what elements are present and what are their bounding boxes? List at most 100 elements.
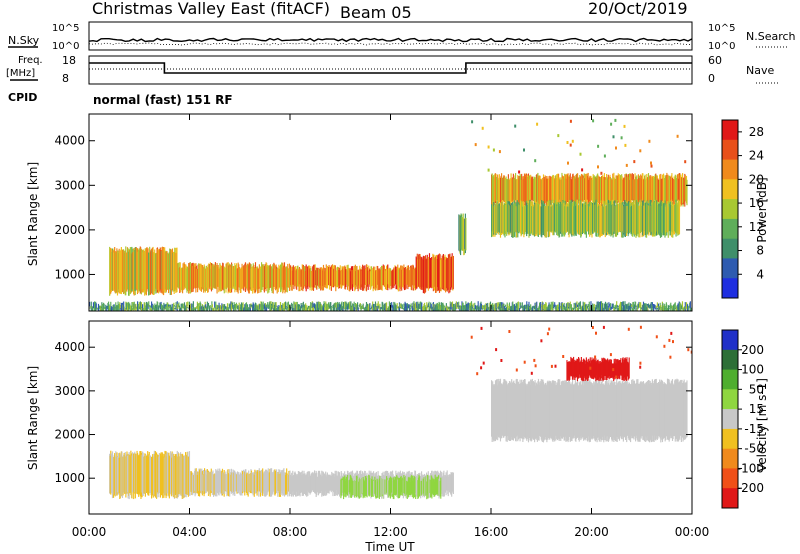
power-cell (400, 307, 402, 309)
power-cell (669, 307, 671, 309)
velocity-speckle (639, 325, 642, 329)
power-cell (410, 303, 412, 308)
power-cell (312, 264, 315, 291)
power-cell (216, 304, 218, 311)
power-cell (194, 307, 196, 311)
power-cell (405, 267, 407, 290)
power-cell (161, 303, 163, 310)
power-cell (310, 306, 312, 309)
velocity-cell (110, 450, 112, 495)
power-cell (677, 202, 679, 236)
power-cell (155, 252, 157, 293)
power-cell (263, 266, 265, 293)
power-cell (650, 303, 652, 309)
velocity-cell (598, 361, 600, 381)
power-cell (547, 201, 549, 232)
velocity-colorbar-tick-label: 200 (741, 343, 764, 357)
power-cell (170, 306, 172, 311)
velocity-cell (416, 475, 418, 497)
power-cell (576, 199, 578, 232)
power-cell (368, 268, 370, 285)
power-cell (266, 266, 268, 289)
velocity-cell (418, 474, 420, 494)
velocity-cell (127, 453, 129, 499)
power-cell (312, 270, 314, 290)
power-cell (344, 307, 346, 311)
power-cell (150, 308, 152, 311)
power-cell (315, 270, 317, 286)
power-cell (655, 308, 657, 310)
power-cell (522, 305, 524, 311)
velocity-cell (492, 381, 494, 439)
power-cell (299, 268, 301, 292)
power-cell (608, 202, 610, 236)
power-cell (487, 307, 489, 310)
velocity-cell (547, 380, 549, 440)
velocity-cell (373, 481, 375, 496)
power-cell (120, 249, 122, 294)
velocity-cell (180, 452, 182, 494)
power-cell (617, 204, 619, 235)
power-cell (580, 306, 583, 311)
velocity-cell (641, 381, 643, 437)
power-cell (470, 305, 472, 311)
velocity-cell (395, 480, 397, 495)
power-cell (180, 268, 182, 290)
power-cell (494, 173, 497, 203)
velocity-cell (622, 381, 624, 437)
velocity-cell (614, 382, 616, 439)
power-cell (144, 302, 146, 311)
power-cell (530, 200, 532, 234)
power-cell (273, 263, 275, 287)
velocity-cell (389, 476, 392, 499)
velocity-cell (289, 470, 291, 494)
power-cell (285, 266, 287, 292)
time-tick-label: 20:00 (574, 525, 609, 539)
power-cell (456, 302, 459, 308)
power-cell (525, 173, 527, 203)
velocity-cell (593, 357, 595, 378)
power-cell (205, 307, 207, 311)
power-cell (264, 265, 267, 288)
velocity-cell (578, 357, 580, 379)
power-cell (649, 304, 651, 309)
velocity-cell (332, 475, 335, 493)
power-speckle (623, 124, 626, 128)
power-cell (422, 306, 424, 311)
velocity-cell (168, 456, 170, 499)
power-cell (392, 307, 394, 311)
power-cell (383, 306, 385, 310)
power-cell (346, 305, 349, 310)
velocity-cell (268, 472, 270, 492)
power-cell (457, 303, 459, 309)
velocity-cell (272, 473, 274, 495)
power-cell (665, 205, 667, 233)
velocity-cell (269, 468, 271, 494)
power-cell (565, 204, 567, 233)
power-cell (376, 265, 378, 291)
velocity-cell (135, 453, 138, 494)
power-speckle (566, 141, 569, 144)
power-cell (665, 305, 667, 311)
power-cell (168, 253, 170, 294)
velocity-colorbar-swatch (722, 349, 738, 371)
velocity-cell (602, 384, 604, 437)
velocity-cell (607, 361, 609, 378)
power-cell (631, 174, 633, 201)
power-cell (558, 173, 560, 207)
velocity-cell (673, 384, 675, 436)
power-cell (140, 302, 143, 311)
power-cell (254, 302, 256, 311)
power-cell (265, 262, 267, 292)
velocity-speckle (530, 371, 533, 375)
velocity-cell (613, 383, 615, 440)
power-cell (611, 179, 613, 205)
power-cell (407, 265, 409, 287)
power-cell (158, 306, 160, 308)
power-cell (618, 204, 620, 232)
velocity-cell (628, 357, 630, 379)
power-cell (403, 264, 405, 289)
nsky-line (88, 37, 693, 43)
velocity-cell (363, 480, 365, 497)
power-cell (107, 302, 109, 309)
